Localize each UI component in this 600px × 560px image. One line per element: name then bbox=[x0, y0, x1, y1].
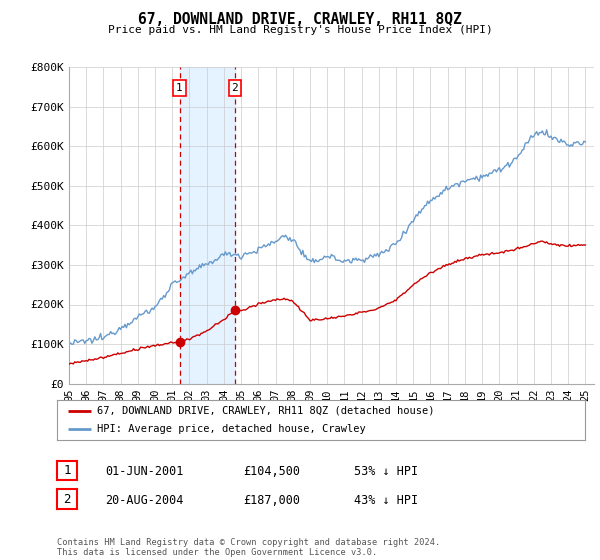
Text: 53% ↓ HPI: 53% ↓ HPI bbox=[354, 465, 418, 478]
Text: 20-AUG-2004: 20-AUG-2004 bbox=[105, 493, 184, 507]
Text: £187,000: £187,000 bbox=[243, 493, 300, 507]
Text: 01-JUN-2001: 01-JUN-2001 bbox=[105, 465, 184, 478]
Bar bbox=[179, 67, 235, 384]
Text: Price paid vs. HM Land Registry's House Price Index (HPI): Price paid vs. HM Land Registry's House … bbox=[107, 25, 493, 35]
Text: 1: 1 bbox=[176, 83, 183, 93]
Text: 43% ↓ HPI: 43% ↓ HPI bbox=[354, 493, 418, 507]
Text: 2: 2 bbox=[63, 493, 71, 506]
Text: HPI: Average price, detached house, Crawley: HPI: Average price, detached house, Craw… bbox=[97, 424, 365, 434]
Text: 67, DOWNLAND DRIVE, CRAWLEY, RH11 8QZ (detached house): 67, DOWNLAND DRIVE, CRAWLEY, RH11 8QZ (d… bbox=[97, 406, 434, 416]
Text: 1: 1 bbox=[63, 464, 71, 477]
Text: Contains HM Land Registry data © Crown copyright and database right 2024.
This d: Contains HM Land Registry data © Crown c… bbox=[57, 538, 440, 557]
Text: 2: 2 bbox=[232, 83, 238, 93]
Text: £104,500: £104,500 bbox=[243, 465, 300, 478]
Text: 67, DOWNLAND DRIVE, CRAWLEY, RH11 8QZ: 67, DOWNLAND DRIVE, CRAWLEY, RH11 8QZ bbox=[138, 12, 462, 27]
